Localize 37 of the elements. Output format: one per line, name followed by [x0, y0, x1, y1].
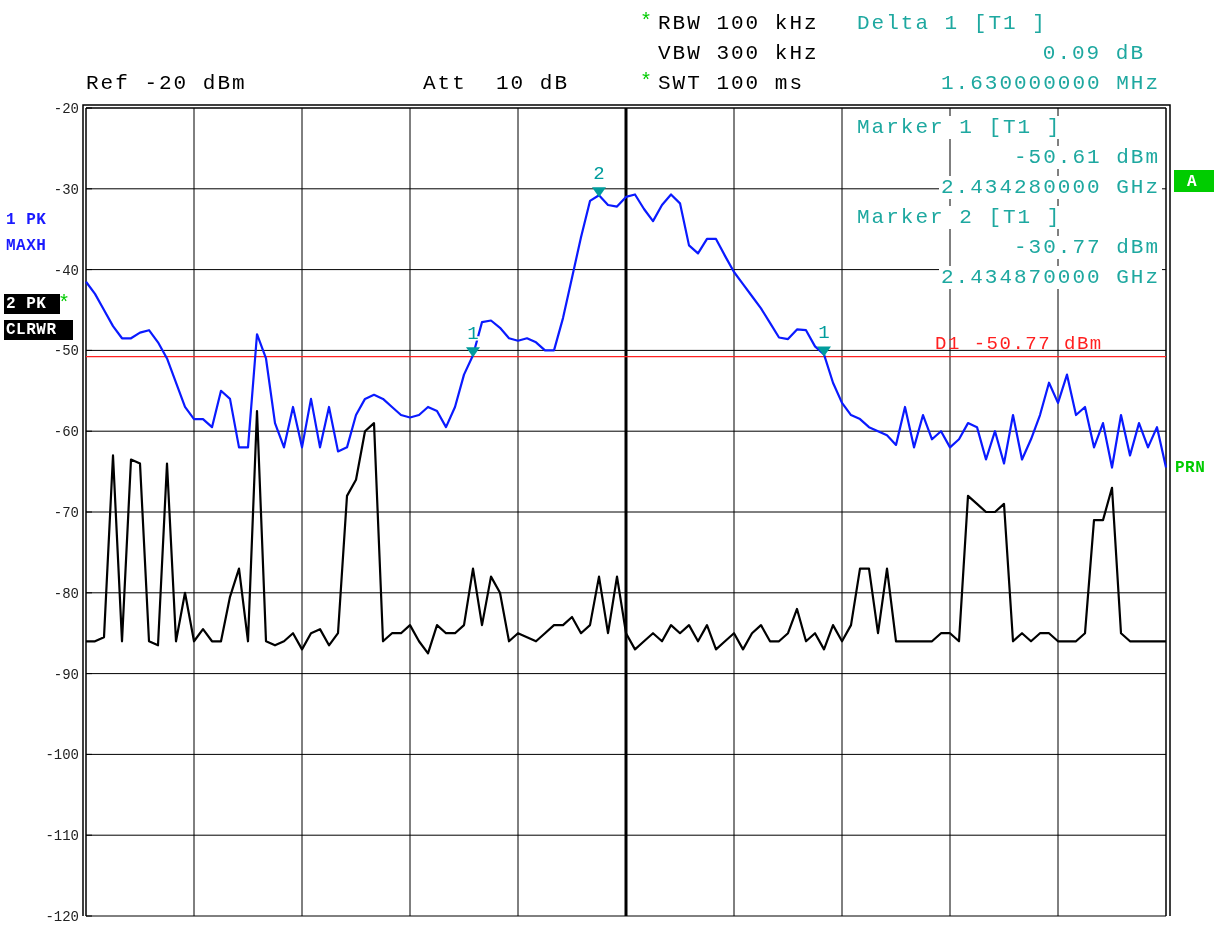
- series-label: 2: [593, 163, 605, 186]
- y-tick-label: -50: [53, 343, 79, 360]
- y-tick-label: -80: [53, 585, 79, 602]
- annotation: Marker 1 [T1 ]: [857, 116, 1062, 139]
- y-tick-label: -100: [45, 747, 79, 764]
- text: *: [640, 70, 655, 93]
- annotation: Marker 2 [T1 ]: [857, 206, 1062, 229]
- text: RBW 100 kHz: [658, 12, 819, 35]
- text: MAXH: [6, 237, 47, 255]
- y-tick-label: -60: [53, 424, 79, 441]
- annotation: 2.434280000 GHz: [940, 176, 1160, 199]
- text: Ref -20 dBm: [86, 72, 247, 95]
- y-tick-label: -90: [53, 666, 79, 683]
- y-tick-label: -40: [53, 262, 79, 279]
- y-tick-label: -70: [53, 504, 79, 521]
- text: SWT 100 ms: [658, 72, 805, 95]
- text: PRN: [1175, 459, 1206, 477]
- annotation: 2.434870000 GHz: [940, 266, 1160, 289]
- text: VBW 300 kHz: [658, 42, 819, 65]
- text: *: [640, 10, 655, 33]
- text: 1 PK: [6, 211, 47, 229]
- y-tick-label: -30: [53, 181, 79, 198]
- text: *: [58, 292, 73, 315]
- series-label: 1: [467, 323, 479, 346]
- text: 1: [818, 322, 830, 345]
- text: Delta 1 [T1 ]: [857, 12, 1047, 35]
- text: 2 PK: [6, 295, 47, 313]
- text: 1.630000000 MHz: [940, 72, 1160, 95]
- annotation: -50.61 dBm: [1013, 146, 1160, 169]
- text: A: [1186, 173, 1198, 191]
- text: CLRWR: [6, 321, 57, 339]
- text: 0.09 dB: [1042, 42, 1145, 65]
- y-tick-label: -20: [53, 100, 79, 117]
- y-tick-label: -120: [45, 908, 79, 925]
- y-tick-label: -110: [45, 828, 79, 845]
- annotation: -30.77 dBm: [1013, 236, 1160, 259]
- text: Att 10 dB: [423, 72, 570, 95]
